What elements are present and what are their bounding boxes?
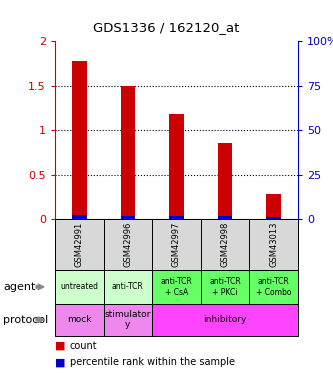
Bar [152,270,201,304]
Text: agent: agent [3,282,36,292]
Text: mock: mock [67,315,92,324]
Text: GSM43013: GSM43013 [269,222,278,267]
Bar [55,304,104,336]
Bar [169,216,184,219]
Text: anti-TCR
+ PKCi: anti-TCR + PKCi [209,277,241,297]
Bar [121,86,135,219]
Text: GSM42998: GSM42998 [220,222,230,267]
Bar [201,270,249,304]
Bar [266,194,281,219]
Text: ■: ■ [55,357,66,368]
Text: GSM42991: GSM42991 [75,222,84,267]
Bar [266,217,281,219]
Text: GSM42996: GSM42996 [123,222,133,267]
Text: anti-TCR: anti-TCR [112,282,144,291]
Bar [104,304,152,336]
Text: GSM42997: GSM42997 [172,222,181,267]
Text: anti-TCR
+ Combo: anti-TCR + Combo [256,277,291,297]
Text: anti-TCR
+ CsA: anti-TCR + CsA [161,277,192,297]
Text: percentile rank within the sample: percentile rank within the sample [70,357,235,368]
Text: protocol: protocol [3,315,49,325]
Text: inhibitory: inhibitory [203,315,247,324]
Text: count: count [70,340,98,351]
Text: stimulator
y: stimulator y [105,310,151,329]
Bar [201,219,249,270]
Bar [249,219,298,270]
Bar [104,219,152,270]
Bar [249,270,298,304]
Bar [169,114,184,219]
Text: ■: ■ [55,340,66,351]
Bar [55,219,104,270]
Bar [55,270,104,304]
Bar [218,216,232,219]
Bar [152,219,201,270]
Bar [152,304,298,336]
Bar [121,216,135,219]
Bar [218,143,232,219]
Bar [104,270,152,304]
Bar [72,215,87,219]
Text: untreated: untreated [60,282,98,291]
Bar [72,61,87,219]
Text: GDS1336 / 162120_at: GDS1336 / 162120_at [93,21,240,34]
